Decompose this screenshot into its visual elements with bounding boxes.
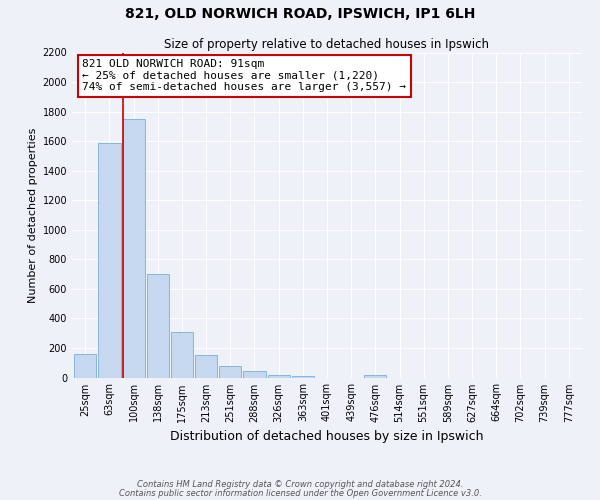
Text: 821 OLD NORWICH ROAD: 91sqm
← 25% of detached houses are smaller (1,220)
74% of : 821 OLD NORWICH ROAD: 91sqm ← 25% of det…: [82, 59, 406, 92]
Bar: [195, 354, 217, 378]
Bar: [98, 142, 121, 378]
Bar: [122, 119, 145, 378]
Bar: [74, 354, 97, 378]
Y-axis label: Number of detached properties: Number of detached properties: [28, 128, 38, 302]
Bar: [244, 371, 266, 378]
Bar: [364, 376, 386, 378]
X-axis label: Distribution of detached houses by size in Ipswich: Distribution of detached houses by size …: [170, 430, 484, 443]
Title: Size of property relative to detached houses in Ipswich: Size of property relative to detached ho…: [164, 38, 490, 52]
Text: 821, OLD NORWICH ROAD, IPSWICH, IP1 6LH: 821, OLD NORWICH ROAD, IPSWICH, IP1 6LH: [125, 8, 475, 22]
Bar: [219, 366, 241, 378]
Bar: [146, 274, 169, 378]
Text: Contains HM Land Registry data © Crown copyright and database right 2024.: Contains HM Land Registry data © Crown c…: [137, 480, 463, 489]
Bar: [171, 332, 193, 378]
Text: Contains public sector information licensed under the Open Government Licence v3: Contains public sector information licen…: [119, 488, 481, 498]
Bar: [292, 376, 314, 378]
Bar: [268, 374, 290, 378]
